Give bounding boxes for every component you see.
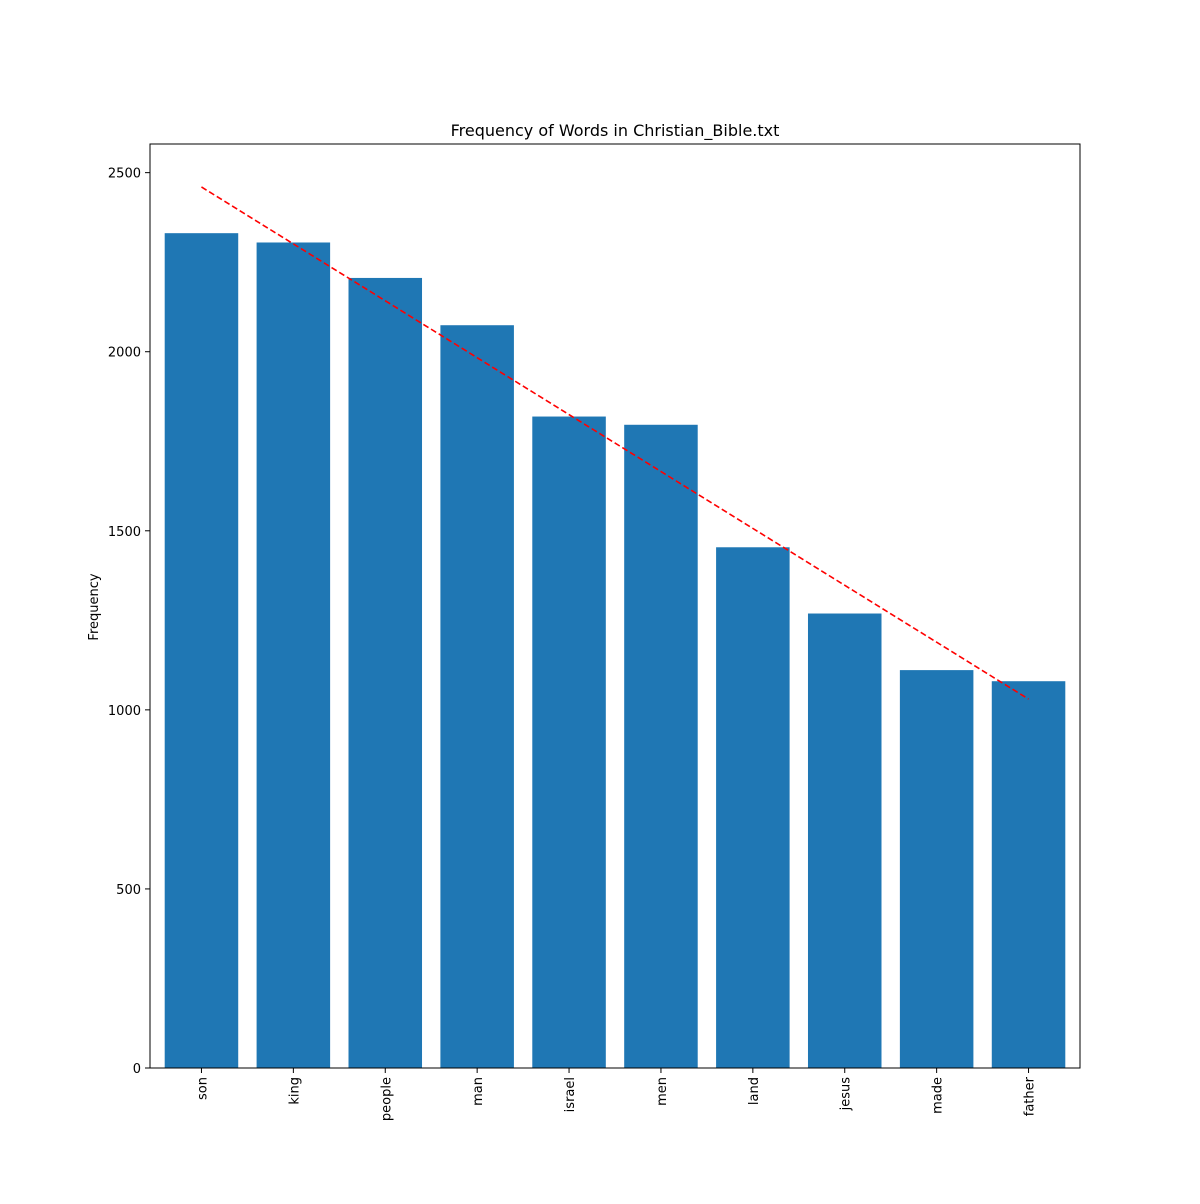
y-tick-label: 2500 (108, 167, 141, 182)
x-tick-label-land: land (747, 1077, 762, 1105)
bar-made (899, 670, 974, 1068)
bar-people (348, 277, 423, 1068)
bar-israel (532, 416, 606, 1068)
x-tick-label-israel: israel (563, 1077, 578, 1112)
trendline-group (201, 186, 1029, 700)
y-axis-label: Frequency (87, 573, 102, 640)
bar-son (164, 233, 239, 1068)
x-tick-label-son: son (195, 1077, 210, 1100)
bar-jesus (807, 613, 882, 1068)
x-tick-label-king: king (287, 1077, 302, 1105)
y-tick-label: 2000 (108, 346, 141, 361)
x-tick-label-made: made (931, 1077, 946, 1114)
bar-king (256, 242, 331, 1069)
bar-father (991, 681, 1066, 1068)
bar-men (624, 424, 698, 1068)
x-tick-label-man: man (471, 1077, 486, 1106)
x-tick-label-people: people (379, 1077, 394, 1121)
y-tick-label: 0 (133, 1062, 141, 1077)
x-axis: son king people man israel men land jesus made fa… (195, 1068, 1038, 1121)
x-tick-label-jesus: jesus (839, 1077, 854, 1112)
y-axis: 0 500 1000 1500 2000 2500 (108, 167, 150, 1077)
y-tick-label: 500 (116, 883, 141, 898)
x-tick-label-father: father (1023, 1076, 1038, 1116)
bars-group (164, 233, 1066, 1069)
x-tick-label-men: men (655, 1077, 670, 1106)
plot-frame (149, 143, 1081, 1069)
bar-land (716, 547, 790, 1068)
bar-man (440, 325, 514, 1069)
y-tick-label: 1500 (108, 525, 141, 540)
chart-title: Frequency of Words in Christian_Bible.tx… (451, 121, 780, 141)
y-tick-label: 1000 (108, 704, 141, 719)
trendline (201, 186, 1029, 700)
